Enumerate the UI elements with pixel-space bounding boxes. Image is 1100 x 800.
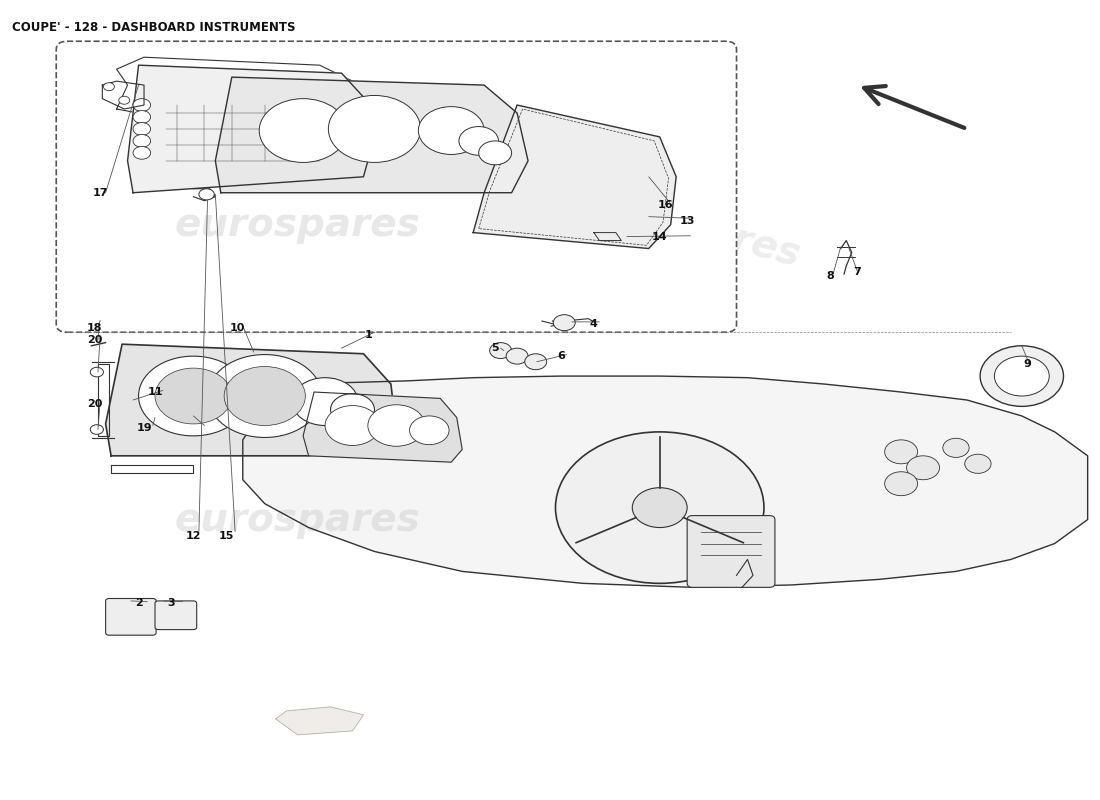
- Text: 14: 14: [652, 231, 668, 242]
- Text: 19: 19: [136, 423, 152, 433]
- Circle shape: [525, 354, 547, 370]
- Circle shape: [133, 110, 151, 123]
- Text: eurospares: eurospares: [558, 174, 805, 274]
- Circle shape: [632, 488, 688, 527]
- Text: 7: 7: [854, 267, 861, 278]
- Circle shape: [459, 126, 498, 155]
- Circle shape: [884, 440, 917, 464]
- Circle shape: [980, 346, 1064, 406]
- Circle shape: [260, 98, 346, 162]
- Text: 3: 3: [167, 598, 175, 608]
- Text: 20: 20: [87, 335, 102, 346]
- Text: 1: 1: [365, 330, 373, 340]
- Text: 4: 4: [590, 319, 597, 330]
- Text: eurospares: eurospares: [558, 479, 806, 560]
- Circle shape: [478, 141, 512, 165]
- Polygon shape: [243, 376, 1088, 587]
- Text: 2: 2: [134, 598, 142, 608]
- Circle shape: [139, 356, 249, 436]
- Circle shape: [331, 394, 374, 426]
- Text: 9: 9: [1023, 359, 1031, 369]
- Circle shape: [103, 82, 114, 90]
- Circle shape: [133, 98, 151, 111]
- FancyBboxPatch shape: [56, 42, 737, 332]
- Polygon shape: [276, 707, 363, 735]
- Text: eurospares: eurospares: [175, 501, 420, 538]
- Text: 8: 8: [826, 271, 834, 282]
- Circle shape: [133, 122, 151, 135]
- Polygon shape: [128, 65, 374, 193]
- FancyBboxPatch shape: [155, 601, 197, 630]
- Circle shape: [884, 472, 917, 496]
- Text: 10: 10: [230, 323, 245, 334]
- Circle shape: [943, 438, 969, 458]
- Text: 11: 11: [147, 387, 163, 397]
- Text: 16: 16: [658, 200, 673, 210]
- FancyBboxPatch shape: [688, 515, 774, 587]
- Circle shape: [133, 146, 151, 159]
- Circle shape: [90, 367, 103, 377]
- Text: 20: 20: [87, 399, 102, 409]
- Circle shape: [133, 134, 151, 147]
- Circle shape: [155, 368, 232, 424]
- Circle shape: [367, 405, 425, 446]
- Text: 5: 5: [492, 343, 499, 353]
- Polygon shape: [106, 344, 396, 456]
- Text: eurospares: eurospares: [175, 206, 420, 244]
- Circle shape: [965, 454, 991, 474]
- Circle shape: [326, 406, 379, 446]
- Circle shape: [90, 425, 103, 434]
- Circle shape: [418, 106, 484, 154]
- Circle shape: [490, 342, 512, 358]
- Text: 17: 17: [92, 188, 108, 198]
- Text: 15: 15: [219, 530, 234, 541]
- Circle shape: [409, 416, 449, 445]
- Polygon shape: [216, 77, 528, 193]
- Text: 13: 13: [680, 216, 695, 226]
- Text: 18: 18: [87, 323, 102, 334]
- Circle shape: [553, 314, 575, 330]
- Text: 12: 12: [186, 530, 201, 541]
- Circle shape: [208, 354, 322, 438]
- Circle shape: [994, 356, 1049, 396]
- Text: COUPE' - 128 - DASHBOARD INSTRUMENTS: COUPE' - 128 - DASHBOARD INSTRUMENTS: [12, 22, 296, 34]
- Text: 6: 6: [557, 351, 565, 361]
- Circle shape: [329, 95, 420, 162]
- Polygon shape: [304, 392, 462, 462]
- Circle shape: [906, 456, 939, 480]
- Circle shape: [506, 348, 528, 364]
- Circle shape: [293, 378, 358, 426]
- Circle shape: [199, 189, 214, 200]
- FancyBboxPatch shape: [106, 598, 156, 635]
- Polygon shape: [473, 105, 676, 249]
- Circle shape: [224, 366, 306, 426]
- Circle shape: [556, 432, 764, 583]
- Circle shape: [119, 96, 130, 104]
